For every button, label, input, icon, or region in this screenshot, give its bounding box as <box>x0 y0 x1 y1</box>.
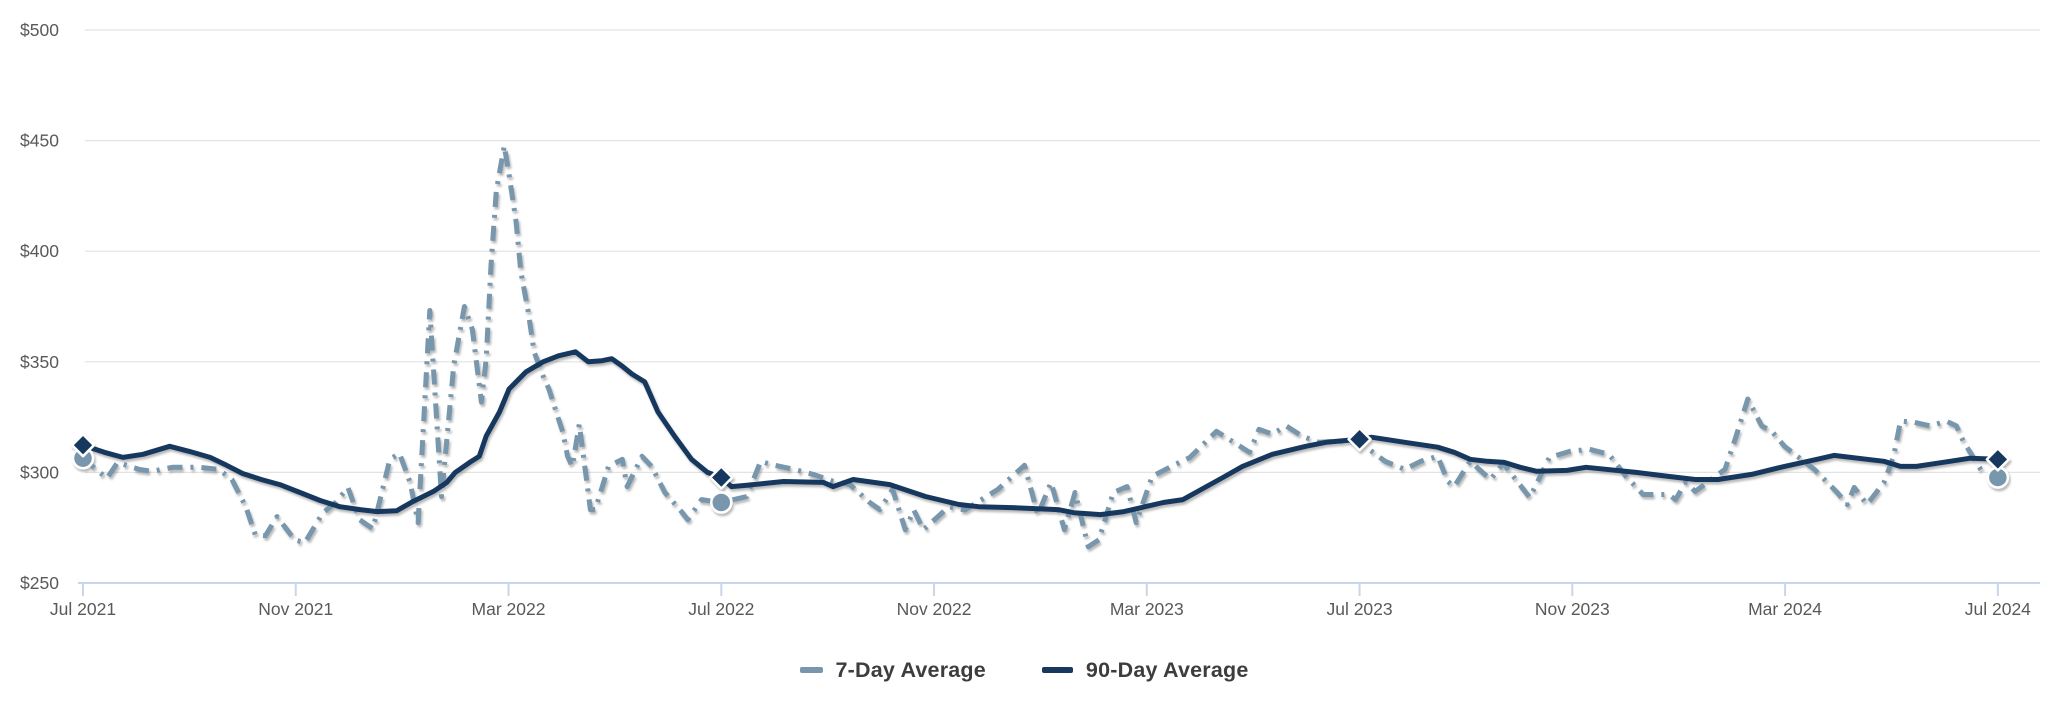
y-axis-tick-label: $500 <box>20 20 59 40</box>
x-axis-tick-label: Mar 2022 <box>472 599 546 619</box>
y-axis-tick-label: $400 <box>20 241 59 261</box>
x-axis-tick-label: Mar 2024 <box>1748 599 1822 619</box>
ninety-day-average-line <box>80 349 2001 518</box>
x-axis-tick-label: Jul 2021 <box>50 599 116 619</box>
ninety-day-marker-diamond <box>1347 426 1372 452</box>
x-axis-tick-label: Jul 2024 <box>1965 599 2031 619</box>
series-layer <box>70 143 2011 550</box>
chart-legend: 7-Day Average 90-Day Average <box>0 644 2048 696</box>
x-axis-tick-label: Nov 2023 <box>1535 599 1610 619</box>
seven-day-average-line <box>81 143 1999 550</box>
7-day-average-swatch <box>799 667 823 673</box>
x-axis-tick-label: Nov 2022 <box>897 599 972 619</box>
seven-day-marker-circle <box>710 491 733 514</box>
y-axis-tick-label: $250 <box>20 573 59 593</box>
x-axis-tick-label: Jul 2023 <box>1326 599 1392 619</box>
ninety-day-marker-diamond <box>70 432 96 458</box>
y-gridlines <box>85 29 2040 473</box>
legend-item-90-day-average[interactable]: 90-Day Average <box>1041 657 1249 683</box>
y-axis-tick-label: $300 <box>20 462 59 482</box>
x-axis-tick-label: Nov 2021 <box>258 599 333 619</box>
90-day-average-swatch <box>1041 667 1073 673</box>
y-axis-tick-label: $450 <box>20 131 59 151</box>
y-axis-tick-label: $350 <box>20 352 59 372</box>
90-day-average-legend-label: 90-Day Average <box>1085 657 1249 682</box>
legend-item-7-day-average[interactable]: 7-Day Average <box>799 657 986 683</box>
x-axis-tick-label: Mar 2023 <box>1110 599 1184 619</box>
ninety-day-marker-diamond <box>1985 447 2011 472</box>
ninety-day-marker-diamond <box>709 465 734 490</box>
x-axis: Jul 2021 Nov 2021 Mar 2022 Jul 2022 Nov 2022… <box>50 582 2040 619</box>
7-day-average-legend-label: 7-Day Average <box>835 657 986 682</box>
y-axis-labels: $500 $450 $400 $350 $300 $250 <box>20 20 59 593</box>
x-axis-tick-label: Jul 2022 <box>688 599 754 619</box>
